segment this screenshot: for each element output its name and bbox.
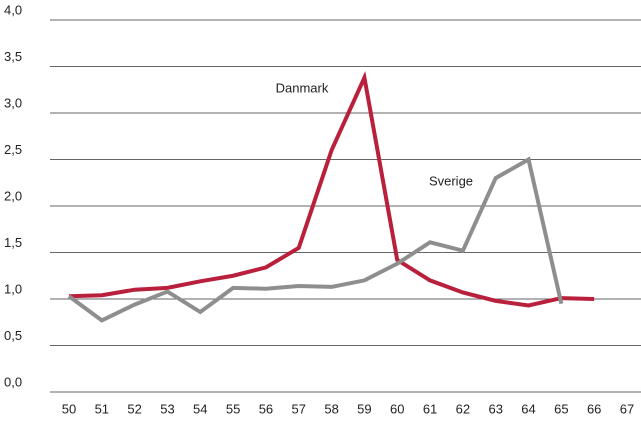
x-tick-label: 61	[423, 401, 437, 416]
x-tick-label: 51	[95, 401, 109, 416]
y-tick-label: 2,5	[4, 142, 22, 157]
y-tick-label: 4,0	[4, 2, 22, 17]
x-tick-label: 56	[259, 401, 273, 416]
y-tick-label: 1,5	[4, 235, 22, 250]
y-tick-label: 3,5	[4, 49, 22, 64]
x-tick-label: 54	[193, 401, 207, 416]
x-tick-label: 60	[390, 401, 404, 416]
x-tick-label: 66	[587, 401, 601, 416]
x-tick-label: 55	[226, 401, 240, 416]
x-tick-label: 57	[292, 401, 306, 416]
x-tick-label: 63	[488, 401, 502, 416]
y-tick-label: 0,0	[4, 374, 22, 389]
x-tick-label: 52	[127, 401, 141, 416]
series-label: Sverige	[429, 173, 473, 188]
x-tick-label: 65	[554, 401, 568, 416]
x-tick-label: 64	[521, 401, 535, 416]
series-label: Danmark	[276, 80, 329, 95]
series-line	[67, 156, 564, 323]
x-tick-label: 53	[160, 401, 174, 416]
y-tick-label: 1,0	[4, 281, 22, 296]
series-line	[68, 70, 595, 308]
y-tick-label: 3,0	[4, 95, 22, 110]
y-tick-label: 2,0	[4, 188, 22, 203]
x-tick-label: 62	[456, 401, 470, 416]
y-tick-label: 0,5	[4, 328, 22, 343]
x-tick-label: 50	[62, 401, 76, 416]
x-tick-label: 59	[357, 401, 371, 416]
x-tick-label: 58	[324, 401, 338, 416]
x-tick-label: 67	[620, 401, 634, 416]
